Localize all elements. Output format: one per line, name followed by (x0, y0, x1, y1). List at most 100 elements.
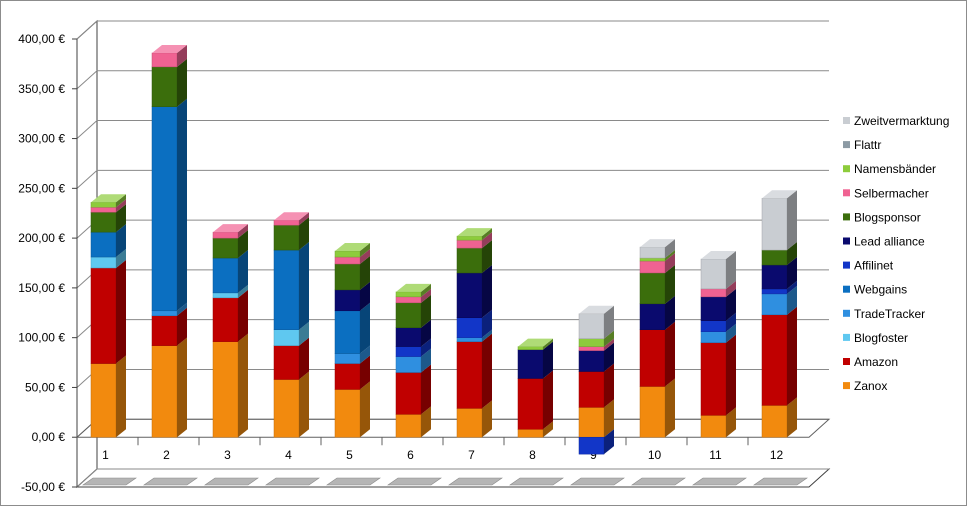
bar-segment-top (152, 44, 187, 53)
bar-segment-side (665, 321, 675, 387)
legend-swatch (843, 141, 850, 149)
bar-segment (639, 303, 666, 330)
bar-segment-side (177, 302, 187, 316)
legend-swatch (843, 237, 850, 245)
gridline (76, 20, 829, 40)
legend-label: Webgains (854, 283, 907, 297)
floor-tile (448, 477, 503, 486)
bar-segment (151, 66, 178, 107)
bar-segment (334, 256, 361, 265)
bar-segment-side (787, 280, 797, 294)
bar-segment (578, 436, 605, 455)
gridline (76, 70, 829, 90)
bar-segment (639, 386, 666, 438)
bar-segment-side (482, 264, 492, 318)
bar-segment (212, 292, 239, 299)
gridline (76, 169, 829, 189)
bar-stack (700, 251, 736, 438)
bar-segment-side (238, 230, 248, 259)
bar-segment (456, 272, 483, 319)
bar-segment-side (299, 337, 309, 380)
legend-label: Lead alliance (854, 235, 925, 249)
bar-segment-side (238, 289, 248, 342)
bar-segment (90, 206, 117, 213)
bar-segment-top (396, 283, 431, 292)
bar-segment-side (177, 307, 187, 346)
bar-segment-top (91, 194, 126, 203)
bar-segment-top (762, 190, 797, 199)
bar-segment-side (726, 312, 736, 332)
legend-swatch (843, 358, 850, 365)
bar-segment (517, 429, 544, 438)
bar-segment-side (421, 338, 431, 357)
bar-segment-side (604, 330, 614, 347)
legend-item: Namensbänder (843, 162, 936, 176)
bar-segment (639, 246, 666, 259)
bar-segment (700, 320, 727, 332)
bar-segment (761, 288, 788, 295)
bar-segment-side (604, 363, 614, 408)
bar-segment-side (299, 242, 309, 330)
bar-segment-side (360, 249, 370, 264)
bar-segment (273, 249, 300, 330)
x-tick-label: 11 (709, 448, 722, 462)
bar-segment (151, 345, 178, 438)
bar-segment-top (701, 251, 736, 260)
bar-segment (761, 405, 788, 438)
bar-segment-side (238, 224, 248, 239)
floor-tile (204, 477, 259, 486)
bar-segment-side (665, 250, 675, 262)
legend-swatch (843, 382, 850, 390)
bar-segment (761, 293, 788, 316)
bar-segment (578, 371, 605, 408)
bar-segment-side (299, 321, 309, 346)
bar-segment-side (238, 333, 248, 438)
bar-segment-side (604, 342, 614, 372)
bar-segment (334, 353, 361, 364)
bar-segment-side (360, 302, 370, 354)
gridline (76, 120, 829, 139)
y-axis: 400,00 € 350,00 € 300,00 € 250,00 € 200,00 €… (18, 32, 78, 494)
floor-tile (326, 477, 381, 486)
floor-tile (570, 477, 625, 486)
bar-segment-side (238, 250, 248, 293)
bar-segment-side (787, 190, 797, 251)
bar-segment (395, 296, 422, 304)
bar-segment (273, 345, 300, 380)
bar-segment-side (421, 288, 431, 303)
y-tick-label: 0,00 € (32, 430, 66, 444)
bar-segment (273, 379, 300, 438)
x-tick-label: 10 (648, 448, 662, 462)
bar-segment (151, 310, 178, 317)
bar-segment-side (360, 281, 370, 311)
x-tick-label: 1 (102, 448, 109, 462)
bar-segment-side (116, 194, 126, 208)
bar-segment-side (726, 280, 736, 297)
bar-segment (700, 342, 727, 416)
bar-segment (700, 288, 727, 298)
bar-segment (517, 346, 544, 350)
bar-segment (578, 350, 605, 372)
bar-stack (151, 44, 187, 438)
bar-segment (700, 258, 727, 290)
bar-segment (578, 346, 605, 351)
legend-item: Zweitvermarktung (843, 114, 949, 128)
y-tick-label: 250,00 € (18, 181, 65, 195)
bar-segment (517, 378, 544, 430)
legend-item: Blogsponsor (843, 210, 921, 224)
bar-stack (273, 212, 309, 438)
legend-item: Amazon (843, 355, 898, 369)
bar-segment (639, 329, 666, 387)
bar-segment-side (360, 345, 370, 364)
bar-segment (395, 291, 422, 298)
bar-stack (456, 228, 492, 438)
x-tick-label: 9 (590, 448, 597, 462)
legend-swatch (843, 309, 850, 317)
legend-swatch (843, 165, 850, 173)
bar-segment (517, 349, 544, 379)
bar-segment-side (238, 284, 248, 298)
bar-segment-side (360, 381, 370, 438)
legend-swatch (843, 117, 850, 124)
bar-segment (273, 329, 300, 346)
